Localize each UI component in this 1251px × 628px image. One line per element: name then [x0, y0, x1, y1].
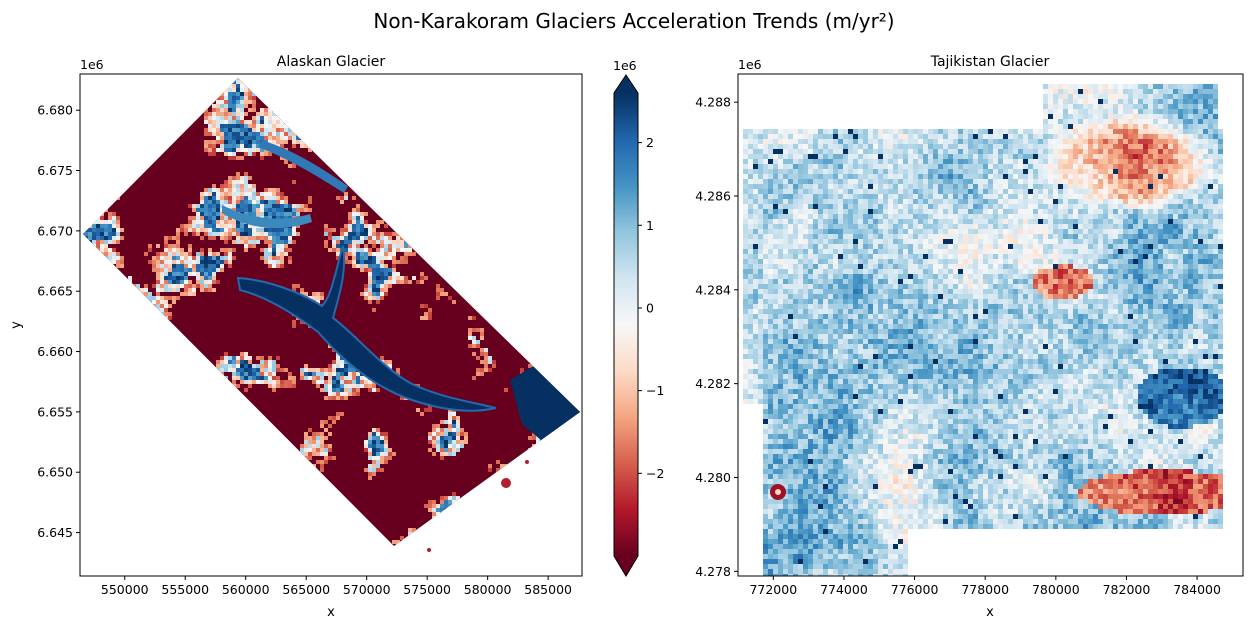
colorbar-tick-label: 0: [646, 300, 654, 315]
y-tick-label: 6.660: [37, 344, 73, 359]
y-tick-label: 4.288: [695, 95, 731, 110]
colorbar: −2 −1 0 1 2 1e6: [613, 58, 664, 577]
colorbar-extend-top: [614, 75, 638, 93]
x-tick-label: 784000: [1173, 582, 1221, 597]
alaskan-y-offset: 1e6: [80, 57, 104, 72]
x-tick-label: 782000: [1103, 582, 1151, 597]
colorbar-tick-label: −1: [646, 383, 664, 398]
tajikistan-heatmap: [743, 84, 1223, 576]
x-tick-label: 774000: [820, 582, 868, 597]
y-tick-label: 6.675: [37, 163, 73, 178]
alaskan-title: Alaskan Glacier: [277, 54, 386, 70]
figure-title: Non-Karakoram Glaciers Acceleration Tren…: [373, 9, 894, 33]
x-tick-label: 776000: [891, 582, 939, 597]
x-tick-label: 780000: [1032, 582, 1080, 597]
tajikistan-y-ticks: 4.278 4.280 4.282 4.284 4.286 4.288: [695, 95, 738, 579]
colorbar-outline: [613, 74, 639, 577]
alaskan-x-ticks: 550000 555000 560000 565000 570000 575000 5800…: [101, 576, 572, 597]
colorbar-extend-bottom: [614, 556, 638, 576]
tajikistan-x-ticks: 772000 774000 776000 778000 780000 782000 7840…: [749, 576, 1221, 597]
tajikistan-title: Tajikistan Glacier: [930, 54, 1050, 70]
y-tick-label: 4.280: [695, 470, 731, 485]
y-tick-label: 6.645: [37, 525, 73, 540]
x-tick-label: 565000: [282, 582, 330, 597]
alaskan-axes-frame: [79, 73, 583, 577]
colorbar-ticks: −2 −1 0 1 2: [638, 135, 664, 481]
alaskan-y-ticks: 6.645 6.650 6.655 6.660 6.665 6.670 6.675 6.680: [37, 103, 80, 540]
colorbar-body: [614, 93, 638, 556]
alaskan-x-label: x: [327, 605, 335, 620]
tajikistan-x-label: x: [986, 605, 994, 620]
tajikistan-y-offset: 1e6: [738, 57, 762, 72]
y-tick-label: 6.650: [37, 465, 73, 480]
y-tick-label: 6.655: [37, 404, 73, 419]
colorbar-tick-label: 1: [646, 218, 654, 233]
y-tick-label: 6.670: [37, 223, 73, 238]
alaskan-panel: Alaskan Glacier 550000 555000 560000 565000…: [9, 54, 583, 620]
x-tick-label: 575000: [403, 582, 451, 597]
x-tick-label: 580000: [464, 582, 512, 597]
x-tick-label: 570000: [343, 582, 391, 597]
x-tick-label: 555000: [161, 582, 209, 597]
x-tick-label: 778000: [961, 582, 1009, 597]
x-tick-label: 560000: [222, 582, 270, 597]
colorbar-tick-label: −2: [646, 466, 664, 481]
colorbar-tick-label: 2: [646, 135, 654, 150]
y-tick-label: 6.665: [37, 284, 73, 299]
tajikistan-panel: Tajikistan Glacier 772000 774000 776000 778…: [695, 54, 1244, 620]
y-tick-label: 4.286: [695, 188, 731, 203]
x-tick-label: 550000: [101, 582, 149, 597]
alaskan-y-label: y: [9, 321, 24, 329]
colorbar-offset: 1e6: [613, 58, 637, 73]
y-tick-label: 4.284: [695, 282, 731, 297]
x-tick-label: 772000: [749, 582, 797, 597]
y-tick-label: 4.282: [695, 376, 731, 391]
tajikistan-axes-frame: [737, 73, 1244, 577]
y-tick-label: 4.278: [695, 564, 731, 579]
y-tick-label: 6.680: [37, 103, 73, 118]
alaskan-heatmap: [83, 78, 580, 552]
x-tick-label: 585000: [524, 582, 572, 597]
